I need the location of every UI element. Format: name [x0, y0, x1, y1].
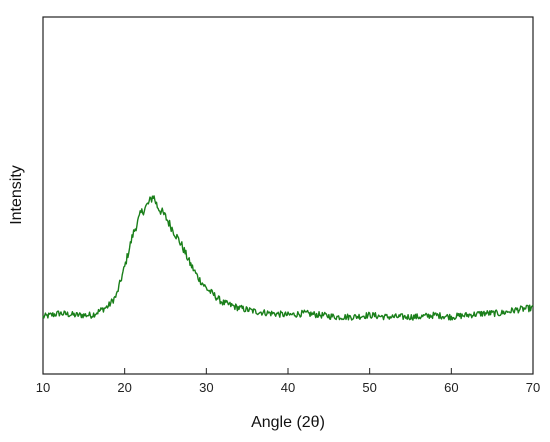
x-axis-title: Angle (2θ)	[251, 414, 325, 431]
x-axis-ticks	[42, 368, 534, 374]
series-line	[42, 195, 534, 321]
x-tick-label: 60	[444, 380, 458, 395]
y-axis-title: Intensity	[8, 165, 25, 225]
x-tick-label: 70	[526, 380, 540, 395]
x-tick-label: 50	[362, 380, 376, 395]
x-tick-label: 10	[36, 380, 50, 395]
x-axis-tick-labels: 10 20 30 40 50 60 70	[36, 380, 540, 395]
plot-frame	[42, 16, 534, 375]
x-tick-label: 40	[281, 380, 295, 395]
x-tick-label: 30	[199, 380, 213, 395]
x-tick-label: 20	[117, 380, 131, 395]
